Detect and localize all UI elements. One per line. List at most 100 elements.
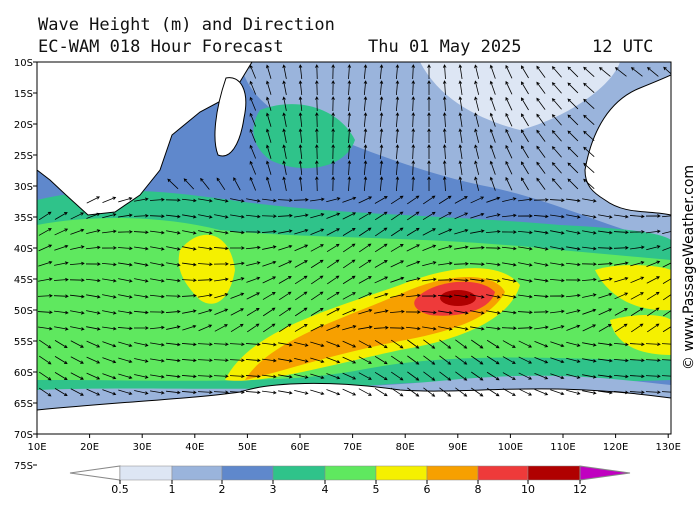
arrow xyxy=(583,130,595,141)
arrow xyxy=(342,275,356,285)
arrow xyxy=(518,262,533,267)
arrow xyxy=(534,372,549,380)
arrow xyxy=(229,374,245,379)
arrow xyxy=(390,276,405,283)
date: Thu 01 May 2025 xyxy=(368,37,522,57)
arrow xyxy=(422,326,437,331)
arrow xyxy=(54,372,68,381)
arrow xyxy=(101,246,117,250)
arrow xyxy=(549,198,565,203)
arrow xyxy=(395,128,400,144)
arrow xyxy=(331,176,335,192)
arrow xyxy=(486,310,501,315)
arrow xyxy=(551,114,562,126)
arrow xyxy=(442,112,447,128)
arrow xyxy=(342,325,357,331)
arrow xyxy=(118,197,133,203)
arrow xyxy=(358,243,372,253)
arrow xyxy=(374,227,388,237)
arrow xyxy=(613,246,629,250)
arrow xyxy=(150,262,165,267)
legend-swatch xyxy=(375,465,428,481)
arrow xyxy=(246,307,260,316)
arrow xyxy=(310,389,325,396)
arrow xyxy=(439,387,452,397)
arrow xyxy=(582,374,597,379)
arrow xyxy=(181,390,197,395)
arrow xyxy=(550,230,565,235)
arrow xyxy=(310,307,324,316)
arrow xyxy=(363,144,368,160)
arrow xyxy=(134,197,149,202)
arrow xyxy=(437,278,453,282)
arrow xyxy=(566,246,581,251)
arrow xyxy=(486,387,500,397)
arrow xyxy=(442,176,447,192)
arrow xyxy=(645,358,661,363)
arrow xyxy=(310,197,325,202)
arrow xyxy=(315,96,319,112)
arrow xyxy=(471,387,484,397)
arrow xyxy=(197,374,213,379)
arrow xyxy=(54,340,68,349)
arrow xyxy=(198,198,213,203)
arrow xyxy=(489,112,496,127)
arrow xyxy=(374,276,389,284)
arrow xyxy=(265,80,272,95)
arrow xyxy=(198,324,213,332)
arrow xyxy=(427,112,431,128)
arrow xyxy=(214,308,229,316)
arrow xyxy=(102,229,117,234)
arrow xyxy=(262,276,277,284)
arrow xyxy=(517,230,533,235)
arrow xyxy=(427,128,431,144)
arrow xyxy=(598,342,613,347)
arrow xyxy=(37,310,53,315)
arrow xyxy=(298,144,303,160)
arrow xyxy=(86,212,101,219)
arrow xyxy=(598,214,613,219)
arrow xyxy=(294,275,308,285)
arrow xyxy=(198,308,213,315)
arrow xyxy=(427,96,431,112)
arrow xyxy=(566,230,581,235)
arrow xyxy=(294,291,308,301)
arrow xyxy=(265,144,272,159)
arrow xyxy=(549,294,565,298)
arrow xyxy=(298,160,303,176)
lon-label: 130E xyxy=(655,442,680,453)
arrow xyxy=(86,294,101,299)
arrow xyxy=(582,324,597,332)
legend-swatch xyxy=(324,465,377,481)
arrow xyxy=(347,176,352,192)
arrow xyxy=(517,310,533,315)
arrow xyxy=(262,358,277,363)
arrow xyxy=(118,389,133,396)
arrow xyxy=(566,373,581,379)
arrow xyxy=(331,112,335,128)
arrow xyxy=(134,374,149,379)
arrow xyxy=(662,310,671,317)
arrow xyxy=(582,308,597,315)
arrow xyxy=(150,246,165,251)
arrow xyxy=(181,342,197,347)
arrow xyxy=(583,114,595,125)
arrow xyxy=(505,144,513,159)
arrow xyxy=(406,211,420,221)
arrows xyxy=(37,64,671,397)
arrow xyxy=(134,342,149,347)
arrow xyxy=(326,308,340,316)
arrow xyxy=(470,196,485,204)
legend-swatch xyxy=(119,465,173,481)
arrow xyxy=(581,277,597,282)
arrow xyxy=(249,96,257,111)
arrow xyxy=(423,355,436,365)
arrow xyxy=(101,262,117,267)
arrow xyxy=(38,355,52,365)
credit: © www.PassageWeather.com xyxy=(681,165,697,370)
arrow xyxy=(265,112,272,127)
arrow xyxy=(342,388,357,396)
arrow xyxy=(536,129,546,142)
arrow xyxy=(315,144,319,160)
legend-label: 6 xyxy=(424,483,431,496)
